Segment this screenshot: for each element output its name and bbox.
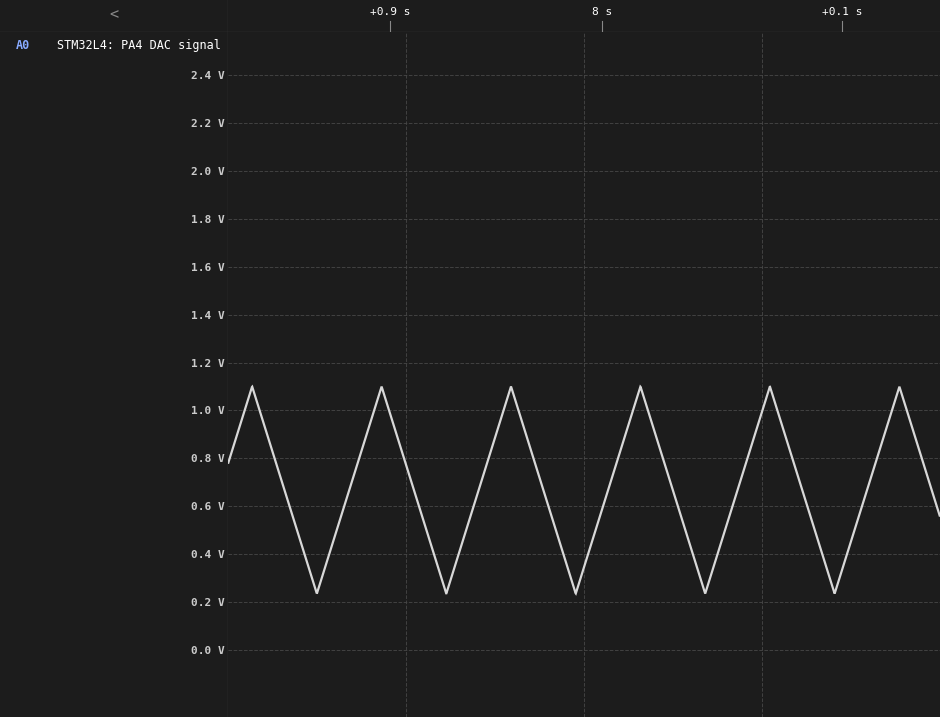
Text: <: < — [109, 7, 118, 22]
Text: STM32L4: PA4 DAC signal: STM32L4: PA4 DAC signal — [57, 39, 221, 52]
Text: +0.1 s: +0.1 s — [822, 7, 862, 17]
Text: A0: A0 — [16, 39, 30, 52]
Text: +0.9 s: +0.9 s — [369, 7, 410, 17]
Text: 8 s: 8 s — [592, 7, 612, 17]
